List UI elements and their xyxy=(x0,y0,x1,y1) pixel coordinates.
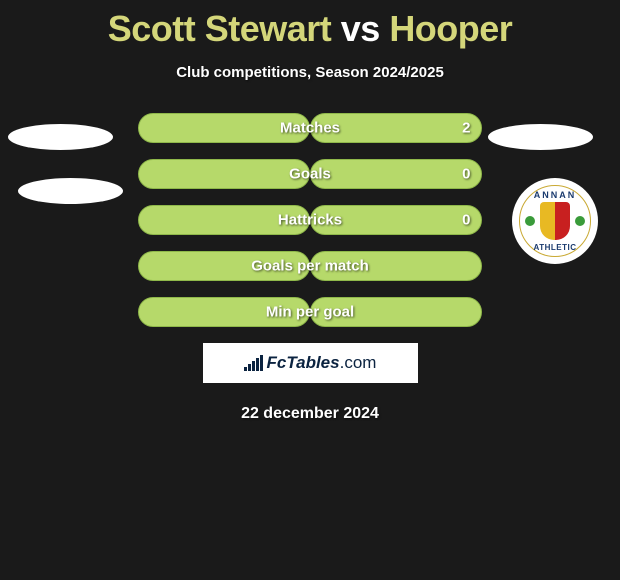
stat-row: Min per goal xyxy=(138,297,483,327)
stat-label: Hattricks xyxy=(278,212,342,229)
stat-row: Goals 0 xyxy=(138,159,483,189)
stats-container: Matches 2 Goals 0 Hattricks 0 Goals per match M… xyxy=(0,113,620,327)
title-player2: Hooper xyxy=(389,8,512,49)
wm-bar xyxy=(252,361,255,371)
stat-label: Goals per match xyxy=(251,258,369,275)
wm-bar xyxy=(244,367,247,371)
stat-row: Hattricks 0 xyxy=(138,205,483,235)
title-player1: Scott Stewart xyxy=(108,8,332,49)
wm-bar xyxy=(248,364,251,371)
stat-row: Goals per match xyxy=(138,251,483,281)
stat-row: Matches 2 xyxy=(138,113,483,143)
date-text: 22 december 2024 xyxy=(0,405,620,423)
bar-chart-icon xyxy=(244,355,263,371)
stat-label: Matches xyxy=(280,120,340,137)
stat-value-right: 0 xyxy=(462,212,470,229)
title-vs: vs xyxy=(341,8,380,49)
stat-value-right: 0 xyxy=(462,166,470,183)
stat-label: Goals xyxy=(289,166,331,183)
wm-bar xyxy=(256,358,259,371)
subtitle: Club competitions, Season 2024/2025 xyxy=(0,64,620,81)
bar-left xyxy=(138,159,310,189)
stat-label: Min per goal xyxy=(266,304,354,321)
bar-right xyxy=(310,159,482,189)
watermark-tld: .com xyxy=(340,353,377,372)
watermark: FcTables.com xyxy=(203,343,418,383)
watermark-brand: FcTables xyxy=(267,353,340,372)
watermark-text: FcTables.com xyxy=(267,353,377,373)
stat-value-right: 2 xyxy=(462,120,470,137)
wm-bar xyxy=(260,355,263,371)
page-title: Scott Stewart vs Hooper xyxy=(0,0,620,50)
